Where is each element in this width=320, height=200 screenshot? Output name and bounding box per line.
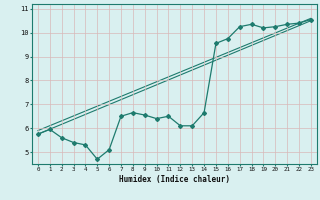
X-axis label: Humidex (Indice chaleur): Humidex (Indice chaleur) xyxy=(119,175,230,184)
